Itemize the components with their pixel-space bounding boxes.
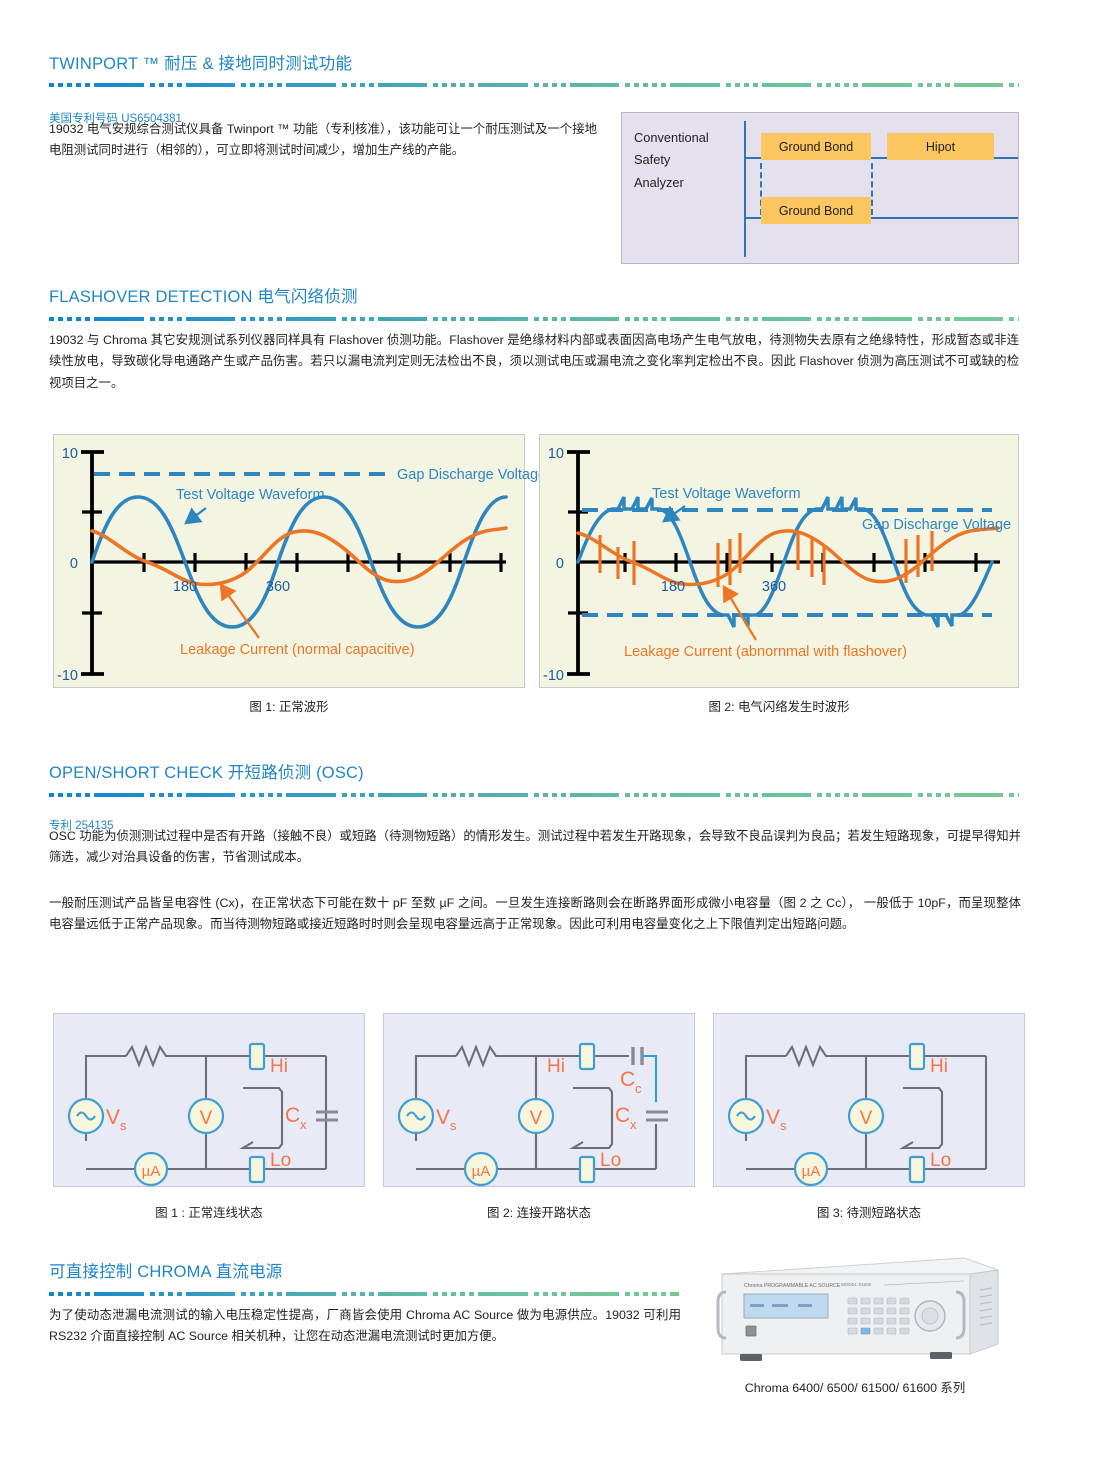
circuit-short-svg: V s V µA Hi Lo bbox=[727, 1042, 988, 1187]
svg-text:x: x bbox=[300, 1117, 307, 1132]
osc-patent-note: 专利 254135 bbox=[49, 820, 114, 832]
circuit-open-svg: V s V µA Hi Lo C x C c bbox=[397, 1042, 668, 1187]
diagram-axis-row2 bbox=[744, 217, 1018, 219]
product-photo-ac-source: Chroma PROGRAMMABLE AC SOURCE MODEL 6150… bbox=[706, 1252, 1006, 1372]
twinport-body-text: 19032 电气安规综合测试仪具备 Twinport ™ 功能（专利核准），该功… bbox=[49, 122, 597, 158]
chart-flashover-waveform-svg: 10 0 -10 180 360 Test Voltage Waveform G… bbox=[543, 446, 1011, 684]
svg-text:µA: µA bbox=[802, 1163, 821, 1180]
twinport-diagram-row-label: Conventional Safety Analyzer bbox=[634, 127, 709, 194]
diagram-label-line-3: Analyzer bbox=[634, 174, 684, 190]
svg-text:c: c bbox=[635, 1081, 642, 1096]
svg-text:s: s bbox=[120, 1118, 127, 1133]
circuit-caption-short: 图 3: 待测短路状态 bbox=[817, 1206, 921, 1220]
chart-normal-waveform: 10 0 -10 180 360 Gap Discharge Voltage T… bbox=[53, 434, 546, 688]
section-title-flashover: FLASHOVER DETECTION 电气闪络侦测 bbox=[49, 288, 358, 306]
section-title-osc: OPEN/SHORT CHECK 开短路侦测 (OSC) bbox=[49, 764, 364, 782]
svg-text:360: 360 bbox=[762, 579, 786, 595]
chart-normal-waveform-svg: 10 0 -10 180 360 Gap Discharge Voltage T… bbox=[57, 446, 546, 684]
circuit-diagram-open: V s V µA Hi Lo C x C c bbox=[383, 1013, 695, 1187]
osc-body-text-2: 一般耐压测试产品皆呈电容性 (Cx)，在正常状态下可能在数十 pF 至数 µF … bbox=[49, 896, 1021, 932]
diagram-axis-row1 bbox=[744, 157, 1018, 159]
chart-flashover-waveform: 10 0 -10 180 360 Test Voltage Waveform G… bbox=[539, 434, 1019, 688]
svg-text:Lo: Lo bbox=[930, 1150, 951, 1171]
product-photo-svg: Chroma PROGRAMMABLE AC SOURCE MODEL 6150… bbox=[716, 1257, 999, 1361]
osc-body-text-1: OSC 功能为侦测测试过程中是否有开路（接触不良）或短路（待测物短路）的情形发生… bbox=[49, 829, 1021, 865]
circuit-diagram-short: V s V µA Hi Lo bbox=[713, 1013, 1025, 1187]
svg-text:Lo: Lo bbox=[270, 1150, 291, 1171]
section-divider-chroma bbox=[49, 1292, 679, 1296]
svg-text:V: V bbox=[200, 1108, 213, 1129]
twinport-patent-note: 美国专利号码 US6504381 bbox=[49, 113, 182, 125]
svg-text:Gap Discharge Voltage: Gap Discharge Voltage bbox=[397, 467, 546, 483]
product-brand-text: Chroma PROGRAMMABLE AC SOURCE bbox=[744, 1283, 841, 1289]
diagram-block-ground-bond-bottom: Ground Bond bbox=[761, 197, 871, 224]
svg-text:-10: -10 bbox=[57, 668, 78, 684]
svg-text:C: C bbox=[620, 1068, 635, 1091]
svg-text:Leakage Current (abnornmal wit: Leakage Current (abnornmal with flashove… bbox=[624, 644, 907, 660]
svg-text:C: C bbox=[285, 1104, 300, 1127]
svg-text:Test Voltage Waveform: Test Voltage Waveform bbox=[652, 486, 801, 502]
svg-text:10: 10 bbox=[548, 446, 564, 462]
section-divider-osc bbox=[49, 793, 1019, 797]
svg-text:-10: -10 bbox=[543, 668, 564, 684]
diagram-label-line-2: Safety bbox=[634, 152, 671, 168]
svg-text:V: V bbox=[860, 1108, 873, 1129]
chart-caption-flashover-waveform: 图 2: 电气闪络发生时波形 bbox=[708, 700, 850, 714]
svg-text:V: V bbox=[436, 1106, 450, 1129]
section-title-twinport: TWINPORT ™ 耐压 & 接地同时测试功能 bbox=[49, 55, 353, 73]
svg-text:360: 360 bbox=[266, 579, 290, 595]
flashover-body-text: 19032 与 Chroma 其它安规测试系列仪器同样具有 Flashover … bbox=[49, 333, 1019, 390]
svg-text:Leakage Current (normal capaci: Leakage Current (normal capacitive) bbox=[180, 642, 415, 658]
twinport-timing-diagram: Conventional Safety Analyzer Ground Bond… bbox=[621, 112, 1019, 264]
svg-text:C: C bbox=[615, 1104, 630, 1127]
section-title-chroma: 可直接控制 CHROMA 直流电源 bbox=[49, 1263, 283, 1281]
section-divider-twinport bbox=[49, 83, 1019, 87]
section-divider-flashover bbox=[49, 317, 1019, 321]
svg-text:Hi: Hi bbox=[930, 1056, 948, 1077]
svg-text:180: 180 bbox=[173, 579, 197, 595]
chroma-body-text: 为了使动态泄漏电流测试的输入电压稳定性提高，厂商皆会使用 Chroma AC S… bbox=[49, 1308, 681, 1344]
diagram-axis-vertical bbox=[744, 121, 746, 257]
svg-text:Lo: Lo bbox=[600, 1150, 621, 1171]
svg-text:µA: µA bbox=[142, 1163, 161, 1180]
svg-text:V: V bbox=[106, 1106, 120, 1129]
circuit-caption-normal: 图 1 : 正常连线状态 bbox=[155, 1206, 263, 1220]
circuit-diagram-normal: V s V µA Hi Lo C x bbox=[53, 1013, 365, 1187]
svg-text:180: 180 bbox=[661, 579, 685, 595]
svg-text:µA: µA bbox=[472, 1163, 491, 1180]
diagram-block-hipot: Hipot bbox=[887, 133, 994, 160]
chart-caption-normal-waveform: 图 1: 正常波形 bbox=[249, 700, 329, 714]
product-caption: Chroma 6400/ 6500/ 61500/ 61600 系列 bbox=[744, 1381, 966, 1395]
circuit-caption-open: 图 2: 连接开路状态 bbox=[487, 1206, 591, 1220]
svg-text:V: V bbox=[530, 1108, 543, 1129]
svg-text:Hi: Hi bbox=[270, 1056, 288, 1077]
svg-text:V: V bbox=[766, 1106, 780, 1129]
diagram-marker-dash-right bbox=[871, 163, 873, 215]
circuit-normal-svg: V s V µA Hi Lo C x bbox=[67, 1042, 338, 1187]
svg-text:0: 0 bbox=[556, 556, 564, 572]
diagram-block-ground-bond-top: Ground Bond bbox=[761, 133, 871, 160]
svg-text:s: s bbox=[780, 1118, 787, 1133]
svg-text:0: 0 bbox=[70, 556, 78, 572]
diagram-label-line-1: Conventional bbox=[634, 130, 709, 145]
svg-text:x: x bbox=[630, 1117, 637, 1132]
svg-text:10: 10 bbox=[62, 446, 78, 462]
product-model-text: MODEL 61500 bbox=[841, 1282, 872, 1287]
svg-text:Hi: Hi bbox=[547, 1056, 565, 1077]
svg-text:s: s bbox=[450, 1118, 457, 1133]
diagram-marker-dash-left bbox=[760, 163, 762, 215]
svg-text:Gap Discharge Voltage: Gap Discharge Voltage bbox=[862, 517, 1011, 533]
svg-text:Test Voltage Waveform: Test Voltage Waveform bbox=[176, 487, 325, 503]
